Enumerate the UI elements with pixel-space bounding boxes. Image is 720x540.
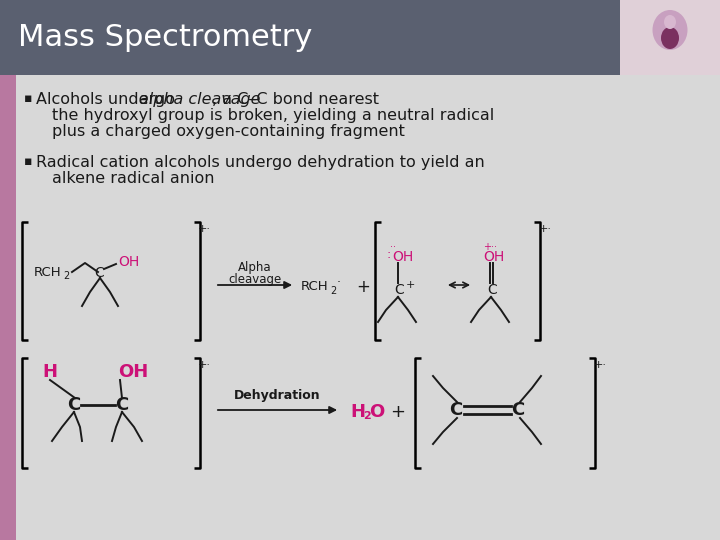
Text: the hydroxyl group is broken, yielding a neutral radical: the hydroxyl group is broken, yielding a… — [52, 108, 494, 123]
Text: +·: +· — [198, 360, 211, 370]
Text: plus a charged oxygen-containing fragment: plus a charged oxygen-containing fragmen… — [52, 124, 405, 139]
Text: +: + — [406, 280, 415, 290]
Text: +··: +·· — [483, 242, 497, 252]
Text: RCH: RCH — [301, 280, 328, 294]
Text: 2: 2 — [363, 411, 371, 421]
Ellipse shape — [664, 15, 676, 29]
Text: O: O — [369, 403, 384, 421]
Ellipse shape — [661, 27, 679, 49]
Text: ▪: ▪ — [24, 92, 32, 105]
Text: ··: ·· — [390, 242, 396, 252]
Text: ▪: ▪ — [24, 155, 32, 168]
Text: RCH: RCH — [34, 266, 62, 279]
Text: 2: 2 — [330, 286, 336, 296]
Text: +: + — [390, 403, 405, 421]
Bar — [0, 75, 16, 540]
Bar — [0, 75, 720, 540]
Text: C: C — [94, 266, 104, 280]
Text: cleavage: cleavage — [228, 273, 282, 287]
Text: C: C — [511, 401, 524, 419]
Text: H: H — [42, 363, 57, 381]
Text: OH: OH — [483, 250, 504, 264]
Text: alpha cleavage: alpha cleavage — [139, 92, 261, 107]
Text: 2: 2 — [63, 271, 69, 281]
Text: H: H — [350, 403, 365, 421]
Text: C: C — [394, 283, 404, 297]
Text: , a C–C bond nearest: , a C–C bond nearest — [212, 92, 379, 107]
Text: OH: OH — [118, 255, 139, 269]
Text: alkene radical anion: alkene radical anion — [52, 171, 215, 186]
Text: +: + — [356, 278, 370, 296]
Text: OH: OH — [392, 250, 413, 264]
Text: C: C — [487, 283, 497, 297]
Text: +·: +· — [594, 360, 607, 370]
Text: :: : — [386, 247, 390, 260]
Bar — [620, 0, 720, 75]
Text: C: C — [115, 396, 128, 414]
Text: Mass Spectrometry: Mass Spectrometry — [18, 23, 312, 52]
Text: +·: +· — [539, 224, 552, 234]
Text: Alcohols undergo: Alcohols undergo — [36, 92, 180, 107]
Text: C: C — [449, 401, 462, 419]
Text: OH: OH — [118, 363, 148, 381]
Text: ·: · — [337, 276, 341, 289]
Text: +·: +· — [198, 224, 211, 234]
Text: C: C — [67, 396, 80, 414]
Text: Dehydration: Dehydration — [234, 389, 321, 402]
Text: Radical cation alcohols undergo dehydration to yield an: Radical cation alcohols undergo dehydrat… — [36, 155, 485, 170]
Text: Alpha: Alpha — [238, 260, 272, 273]
Bar — [0, 0, 720, 75]
Ellipse shape — [652, 10, 688, 50]
